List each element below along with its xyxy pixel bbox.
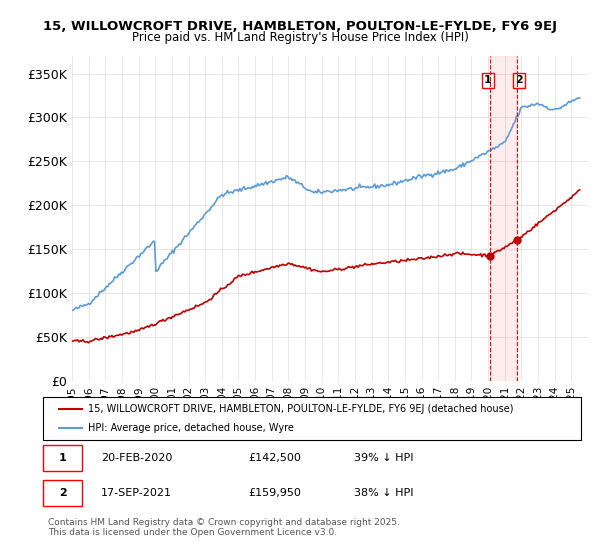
Text: 1: 1 — [59, 453, 67, 463]
FancyBboxPatch shape — [43, 397, 581, 440]
Text: HPI: Average price, detached house, Wyre: HPI: Average price, detached house, Wyre — [88, 423, 293, 433]
Text: Contains HM Land Registry data © Crown copyright and database right 2025.
This d: Contains HM Land Registry data © Crown c… — [48, 518, 400, 538]
Text: £159,950: £159,950 — [248, 488, 302, 498]
Text: 39% ↓ HPI: 39% ↓ HPI — [354, 453, 414, 463]
Text: 17-SEP-2021: 17-SEP-2021 — [101, 488, 172, 498]
Text: £142,500: £142,500 — [248, 453, 302, 463]
Bar — [490, 56, 517, 381]
FancyBboxPatch shape — [43, 445, 82, 471]
Text: 2: 2 — [59, 488, 67, 498]
Text: 38% ↓ HPI: 38% ↓ HPI — [354, 488, 414, 498]
Text: 2: 2 — [515, 75, 523, 85]
Text: 20-FEB-2020: 20-FEB-2020 — [101, 453, 172, 463]
FancyBboxPatch shape — [43, 479, 82, 506]
Text: 15, WILLOWCROFT DRIVE, HAMBLETON, POULTON-LE-FYLDE, FY6 9EJ (detached house): 15, WILLOWCROFT DRIVE, HAMBLETON, POULTO… — [88, 404, 513, 414]
Text: Price paid vs. HM Land Registry's House Price Index (HPI): Price paid vs. HM Land Registry's House … — [131, 31, 469, 44]
Text: 15, WILLOWCROFT DRIVE, HAMBLETON, POULTON-LE-FYLDE, FY6 9EJ: 15, WILLOWCROFT DRIVE, HAMBLETON, POULTO… — [43, 20, 557, 32]
Text: 1: 1 — [484, 75, 491, 85]
